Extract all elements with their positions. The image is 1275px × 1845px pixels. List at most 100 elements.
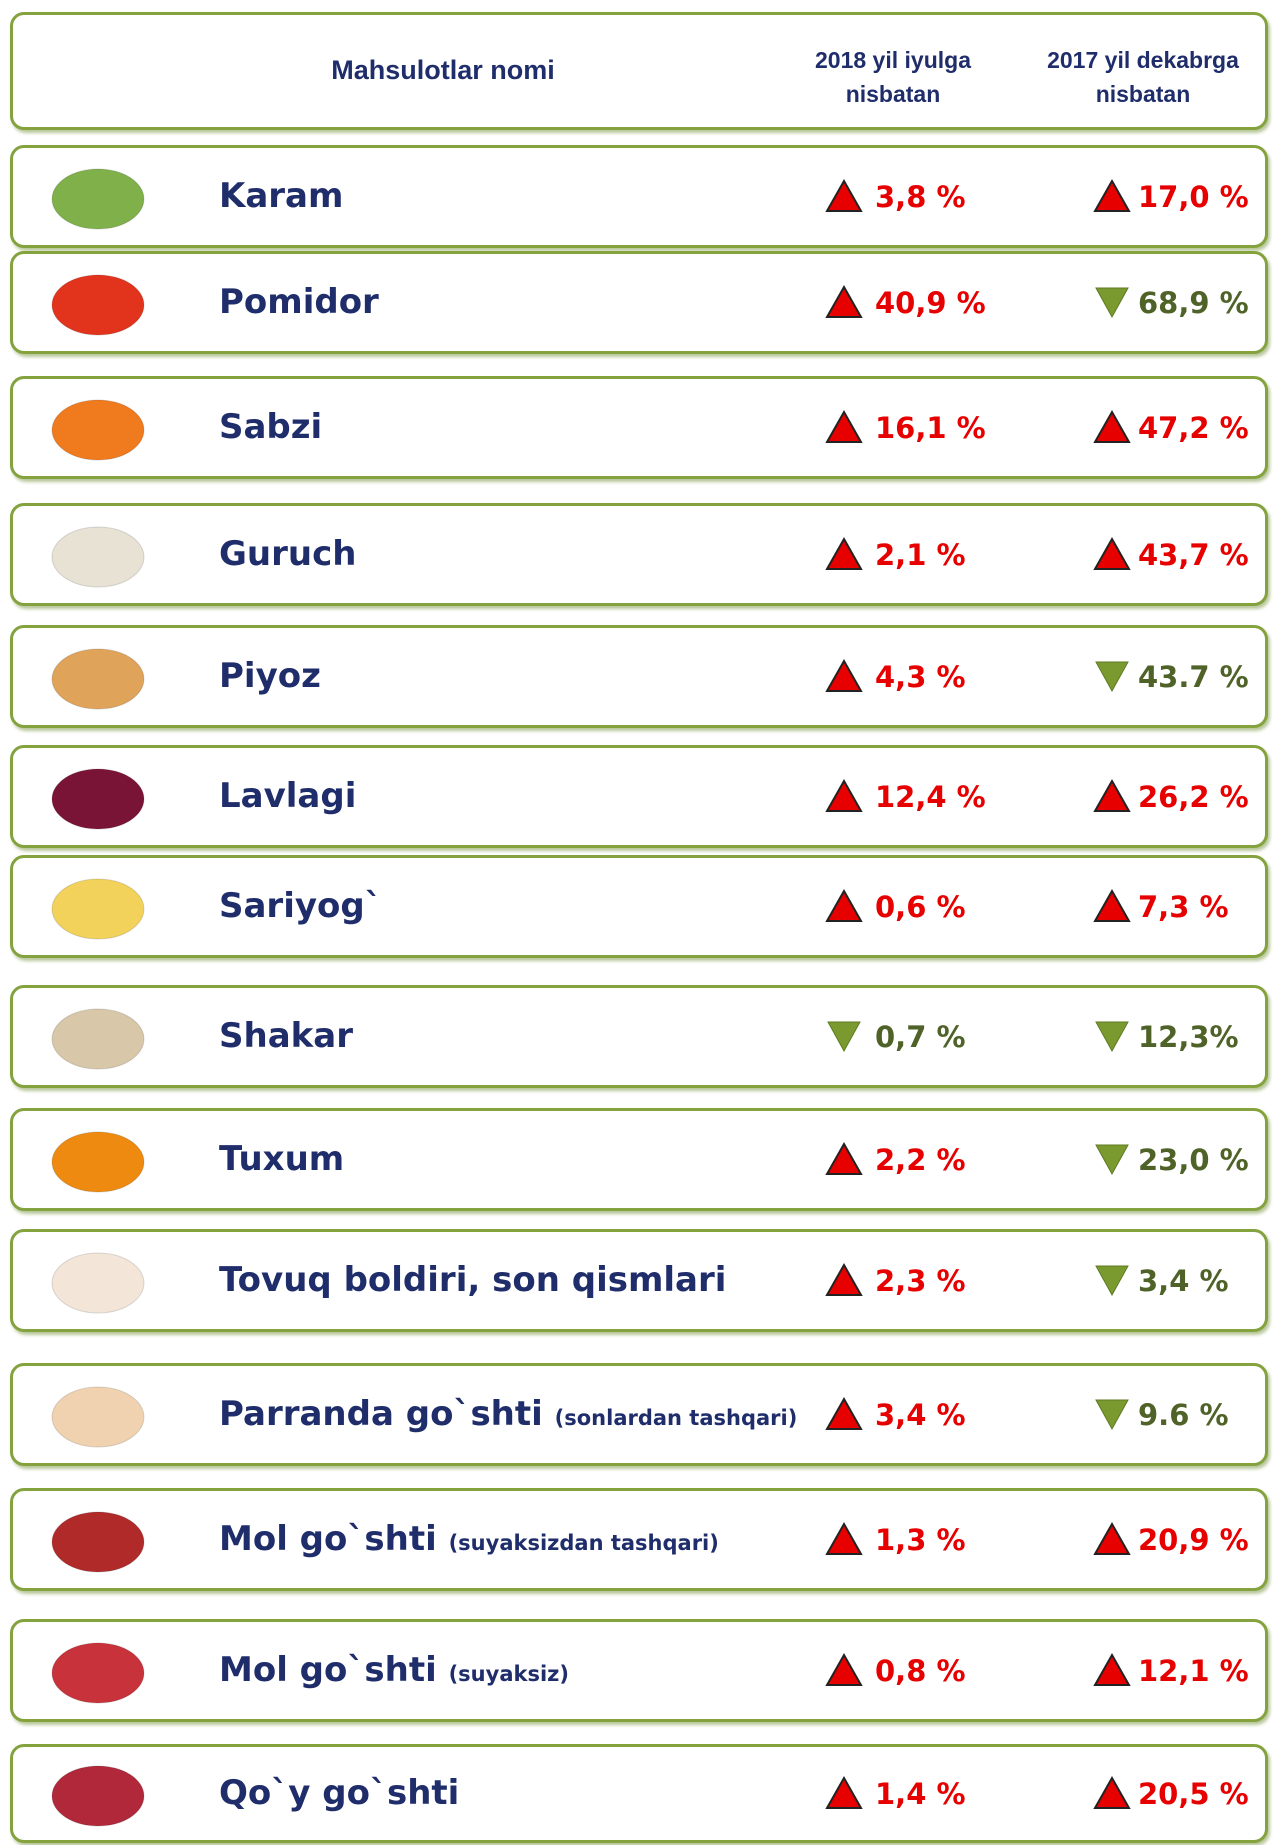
- icon: [51, 1131, 145, 1192]
- shape: [825, 888, 863, 922]
- row-box: Pomidor 40,9 % 68,9 %: [10, 251, 1268, 354]
- icon: [51, 1765, 145, 1826]
- product-note: (sonlardan tashqari): [554, 1405, 798, 1430]
- product-name: Sabzi: [219, 407, 322, 447]
- product-name: Karam: [219, 176, 343, 216]
- arrow-up: [825, 658, 863, 692]
- product-name: Mol go`shti (suyaksizdan tashqari): [219, 1519, 719, 1559]
- shape: [51, 1008, 145, 1069]
- row-box: Parranda go`shti (sonlardan tashqari) 3,4…: [10, 1363, 1268, 1466]
- shape: [51, 1386, 145, 1447]
- shape: [51, 399, 145, 460]
- shape: [51, 1642, 145, 1703]
- change-value: 40,9 %: [875, 285, 986, 320]
- shape: [1093, 888, 1131, 922]
- shape: [1095, 287, 1129, 318]
- shape: [1093, 778, 1131, 812]
- row-box: Mol go`shti (suyaksizdan tashqari) 1,3 % 2…: [10, 1488, 1268, 1591]
- row-box: Piyoz 4,3 % 43.7 %: [10, 625, 1268, 728]
- shape: [825, 1775, 863, 1809]
- product-name: Piyoz: [219, 656, 321, 696]
- change-value: 26,2 %: [1138, 779, 1249, 814]
- header-col2: 2017 yil dekabrga nisbatan: [1018, 43, 1268, 111]
- icon: [51, 648, 145, 709]
- icon: [51, 1252, 145, 1313]
- shape: [51, 274, 145, 335]
- shape: [51, 526, 145, 587]
- arrow-up: [825, 1262, 863, 1296]
- product-name-text: Tovuq boldiri, son qismlari: [219, 1259, 727, 1300]
- change-value: 9.6 %: [1138, 1397, 1229, 1432]
- change-value: 17,0 %: [1138, 179, 1249, 214]
- change-value: 43.7 %: [1138, 659, 1249, 694]
- shape: [51, 648, 145, 709]
- change-value: 0,6 %: [875, 889, 966, 924]
- shape: [825, 178, 863, 212]
- header-line: 2017 yil dekabrga: [1047, 47, 1239, 73]
- change-value: 3,4 %: [875, 1397, 966, 1432]
- icon: [51, 1511, 145, 1572]
- icon: [51, 399, 145, 460]
- arrow-up: [825, 1652, 863, 1686]
- product-name-text: Sariyog`: [219, 885, 382, 926]
- arrow-up: [825, 536, 863, 570]
- shape: [1093, 178, 1131, 212]
- change-value: 3,8 %: [875, 179, 966, 214]
- shape: [825, 778, 863, 812]
- shape: [51, 1252, 145, 1313]
- shape: [825, 409, 863, 443]
- change-value: 2,2 %: [875, 1142, 966, 1177]
- change-value: 2,1 %: [875, 537, 966, 572]
- product-name: Pomidor: [219, 282, 379, 322]
- arrow-down: [1095, 1144, 1129, 1175]
- product-name: Shakar: [219, 1016, 353, 1056]
- header-line: 2018 yil iyulga: [815, 47, 971, 73]
- change-value: 3,4 %: [1138, 1263, 1229, 1298]
- arrow-up: [825, 1396, 863, 1430]
- change-value: 7,3 %: [1138, 889, 1229, 924]
- change-value: 43,7 %: [1138, 537, 1249, 572]
- row-box: Qo`y go`shti 1,4 % 20,5 %: [10, 1744, 1268, 1843]
- shape: [825, 536, 863, 570]
- change-value: 1,3 %: [875, 1522, 966, 1557]
- change-value: 47,2 %: [1138, 410, 1249, 445]
- product-name: Tuxum: [219, 1139, 344, 1179]
- row-box: Sabzi 16,1 % 47,2 %: [10, 376, 1268, 479]
- product-note: (suyaksizdan tashqari): [448, 1530, 719, 1555]
- icon: [51, 768, 145, 829]
- row-box: Shakar 0,7 % 12,3%: [10, 985, 1268, 1088]
- icon: [51, 526, 145, 587]
- product-name: Qo`y go`shti: [219, 1773, 459, 1813]
- row-box: Lavlagi 12,4 % 26,2 %: [10, 745, 1268, 848]
- product-name: Mol go`shti (suyaksiz): [219, 1650, 569, 1690]
- row-box: Tovuq boldiri, son qismlari 2,3 % 3,4 %: [10, 1229, 1268, 1332]
- shape: [827, 1021, 861, 1052]
- change-value: 0,7 %: [875, 1019, 966, 1054]
- change-value: 12,3%: [1138, 1019, 1239, 1054]
- shape: [51, 768, 145, 829]
- arrow-down: [1095, 661, 1129, 692]
- header-col1: 2018 yil iyulga nisbatan: [773, 43, 1013, 111]
- row-box: Sariyog` 0,6 % 7,3 %: [10, 855, 1268, 958]
- arrow-up: [825, 1521, 863, 1555]
- change-value: 1,4 %: [875, 1776, 966, 1811]
- arrow-down: [1095, 1265, 1129, 1296]
- arrow-up: [1093, 409, 1131, 443]
- shape: [825, 1652, 863, 1686]
- shape: [1095, 1144, 1129, 1175]
- arrow-up: [1093, 178, 1131, 212]
- product-name-text: Lavlagi: [219, 775, 357, 816]
- product-name-text: Mol go`shti: [219, 1649, 437, 1690]
- shape: [825, 1521, 863, 1555]
- shape: [825, 1141, 863, 1175]
- product-name-text: Sabzi: [219, 406, 323, 447]
- shape: [1095, 661, 1129, 692]
- product-name-text: Tuxum: [219, 1138, 345, 1179]
- shape: [825, 1396, 863, 1430]
- change-value: 12,4 %: [875, 779, 986, 814]
- shape: [1093, 536, 1131, 570]
- product-name-text: Parranda go`shti: [219, 1393, 543, 1434]
- shape: [51, 1131, 145, 1192]
- shape: [51, 168, 145, 229]
